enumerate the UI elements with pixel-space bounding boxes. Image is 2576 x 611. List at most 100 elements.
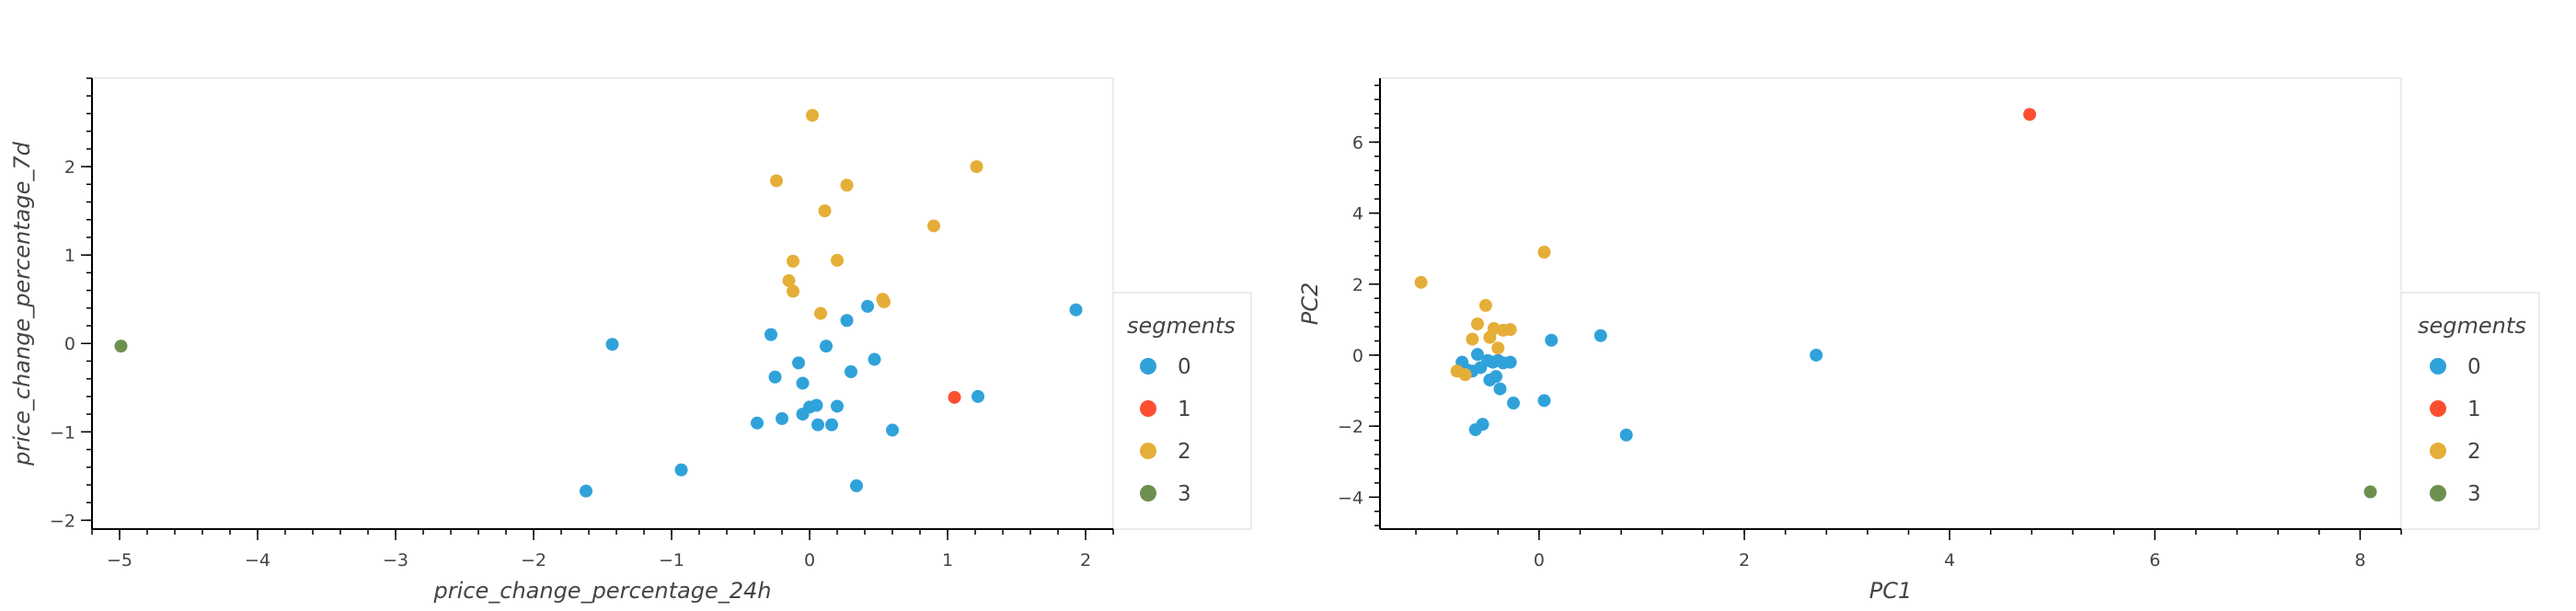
data-point-segment-2	[1458, 368, 1472, 382]
x-tick-label: 1	[942, 550, 953, 571]
data-point-segment-0	[776, 411, 788, 425]
data-point-segment-0	[825, 418, 838, 432]
data-point-segment-0	[1810, 348, 1823, 362]
data-point-segment-2	[818, 204, 832, 218]
data-point-segment-2	[1470, 317, 1484, 330]
plot-area-frame	[91, 77, 1114, 530]
data-point-segment-0	[840, 314, 854, 328]
x-tick-label: 0	[804, 550, 815, 571]
data-point-segment-2	[878, 295, 891, 309]
data-point-segment-2	[1537, 246, 1551, 259]
y-tick-label: −1	[50, 422, 75, 443]
legend-label-1: 1	[2467, 398, 2481, 421]
data-point-segment-0	[1493, 382, 1507, 396]
legend-label-2: 2	[2467, 440, 2481, 464]
data-point-segment-0	[1593, 329, 1607, 342]
chart-pca: PC1 PC2 segments 0 2 4 6 8 −4 −2 0 2 4 6 0 1 2 3	[1297, 77, 2540, 604]
data-point-segment-0	[868, 352, 881, 366]
y-tick-label: 0	[1352, 346, 1363, 366]
x-tick-label: 0	[1534, 550, 1545, 571]
data-point-segment-0	[751, 416, 764, 430]
data-point-segment-0	[1489, 370, 1503, 384]
y-tick-label: 4	[1352, 204, 1363, 225]
data-point-segment-0	[1507, 397, 1521, 410]
x-tick-label: −5	[107, 550, 132, 571]
legend-box	[1112, 292, 1252, 530]
data-point-segment-3	[2363, 485, 2377, 499]
data-point-segment-1	[2023, 108, 2037, 121]
data-point-segment-2	[1478, 298, 1492, 312]
data-point-segment-2	[927, 219, 940, 233]
x-tick-label: 6	[2149, 550, 2160, 571]
data-point-segment-0	[765, 328, 777, 341]
legend-label-3: 3	[1178, 482, 1191, 506]
data-point-segment-0	[1069, 303, 1083, 317]
y-tick-label: 0	[64, 334, 75, 354]
legend-marker-0	[2430, 358, 2446, 375]
legend-marker-1	[1140, 400, 1156, 417]
y-axis-title: PC2	[1297, 282, 1323, 326]
legend-marker-2	[1140, 443, 1156, 459]
data-point-segment-0	[674, 463, 688, 477]
data-point-segment-2	[806, 109, 819, 122]
x-tick-label: −2	[521, 550, 546, 571]
data-point-segment-0	[1470, 348, 1484, 362]
y-tick-label: −2	[1338, 417, 1363, 437]
legend-label-3: 3	[2467, 482, 2481, 506]
y-tick-label: −2	[50, 511, 75, 531]
data-point-segment-0	[1619, 428, 1633, 442]
data-point-segment-0	[1545, 333, 1558, 347]
data-point-segment-0	[810, 398, 823, 412]
legend-label-0: 0	[1178, 355, 1191, 379]
legend-label-0: 0	[2467, 355, 2481, 379]
legend-marker-3	[1140, 485, 1156, 501]
data-point-segment-0	[768, 370, 782, 384]
data-point-segment-0	[792, 356, 805, 370]
data-point-segment-0	[811, 418, 824, 432]
data-point-segment-0	[831, 399, 844, 413]
x-axis-title: price_change_percentage_24h	[433, 578, 772, 604]
legend-title: segments	[1127, 313, 1236, 339]
x-axis-title: PC1	[1869, 578, 1913, 604]
data-point-segment-2	[1503, 323, 1517, 337]
data-point-segment-2	[814, 306, 827, 320]
data-point-segment-2	[840, 179, 854, 192]
data-point-segment-0	[845, 364, 857, 378]
data-point-segment-0	[972, 389, 984, 403]
data-point-segment-1	[948, 390, 961, 404]
y-tick-label: −4	[1338, 488, 1363, 508]
legend-label-2: 2	[1178, 440, 1191, 464]
x-tick-label: −1	[659, 550, 684, 571]
data-point-segment-3	[114, 340, 128, 353]
data-point-segment-0	[886, 423, 899, 437]
data-point-segment-0	[1503, 355, 1517, 369]
data-point-segment-0	[1537, 394, 1551, 408]
data-point-segment-2	[770, 174, 783, 188]
y-tick-label: 2	[64, 157, 75, 178]
legend-marker-0	[1140, 358, 1156, 375]
legend-marker-2	[2430, 443, 2446, 459]
data-point-segment-2	[970, 160, 983, 174]
data-point-segment-2	[787, 254, 799, 268]
x-tick-label: −3	[383, 550, 408, 571]
data-point-segment-0	[861, 299, 874, 313]
data-point-segment-2	[831, 253, 844, 267]
data-point-segment-2	[1466, 332, 1479, 346]
data-point-segment-2	[787, 284, 799, 298]
data-point-segment-2	[1491, 341, 1505, 355]
data-point-segment-0	[605, 338, 619, 352]
legend-box	[2400, 292, 2540, 530]
x-tick-label: 2	[1080, 550, 1091, 571]
y-axis-title: price_change_percentage_7d	[9, 141, 35, 466]
x-tick-label: 4	[1944, 550, 1955, 571]
data-point-segment-0	[820, 340, 833, 353]
data-point-segment-2	[1414, 275, 1428, 289]
data-point-segment-0	[850, 478, 863, 492]
legend-title: segments	[2418, 313, 2526, 339]
x-tick-label: 8	[2354, 550, 2365, 571]
data-point-segment-0	[580, 484, 592, 498]
data-point-segment-2	[782, 274, 796, 288]
legend-label-1: 1	[1178, 398, 1191, 421]
data-point-segment-0	[1476, 418, 1489, 432]
